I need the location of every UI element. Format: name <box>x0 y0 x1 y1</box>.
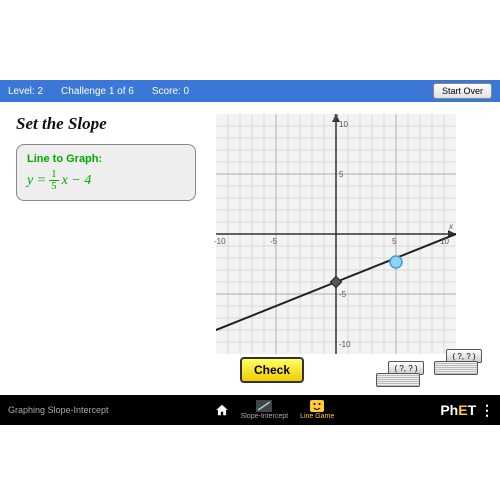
phet-logo[interactable]: PhET ⋮ <box>440 402 492 419</box>
equation-card: Line to Graph: y = 1 5 x − 4 <box>16 144 196 201</box>
start-over-button[interactable]: Start Over <box>433 83 492 99</box>
sim-title: Graphing Slope-Intercept <box>8 405 109 415</box>
coord-tool-2[interactable]: ( ?, ? ) <box>434 349 482 375</box>
x-axis-label: x <box>449 222 453 231</box>
y-axis-label: y <box>334 112 338 121</box>
main-area: Set the Slope Line to Graph: y = 1 5 x −… <box>0 102 500 395</box>
level-label: Level: 2 <box>8 86 43 97</box>
card-heading: Line to Graph: <box>27 153 185 165</box>
fraction: 1 5 <box>49 169 59 192</box>
smiley-icon <box>310 400 324 412</box>
equation: y = 1 5 x − 4 <box>27 169 185 192</box>
footer-bar: Graphing Slope-Intercept Slope-Intercept… <box>0 395 500 425</box>
challenge-label: Challenge 1 of 6 <box>61 86 134 97</box>
header-bar: Level: 2 Challenge 1 of 6 Score: 0 Start… <box>0 80 500 102</box>
tab-slope-intercept[interactable]: Slope-Intercept <box>241 400 288 420</box>
graph-svg <box>216 114 456 354</box>
home-icon <box>215 403 229 417</box>
graph-icon <box>256 400 272 412</box>
coord-tool-1[interactable]: ( ?, ? ) <box>376 361 424 387</box>
page-title: Set the Slope <box>16 114 206 134</box>
check-button[interactable]: Check <box>240 357 304 383</box>
score-label: Score: 0 <box>152 86 189 97</box>
tab-line-game[interactable]: Line Game <box>300 400 334 420</box>
graph[interactable]: y x 10 5 -5 -10 -10 -5 5 10 <box>216 114 456 354</box>
home-button[interactable] <box>215 403 229 417</box>
